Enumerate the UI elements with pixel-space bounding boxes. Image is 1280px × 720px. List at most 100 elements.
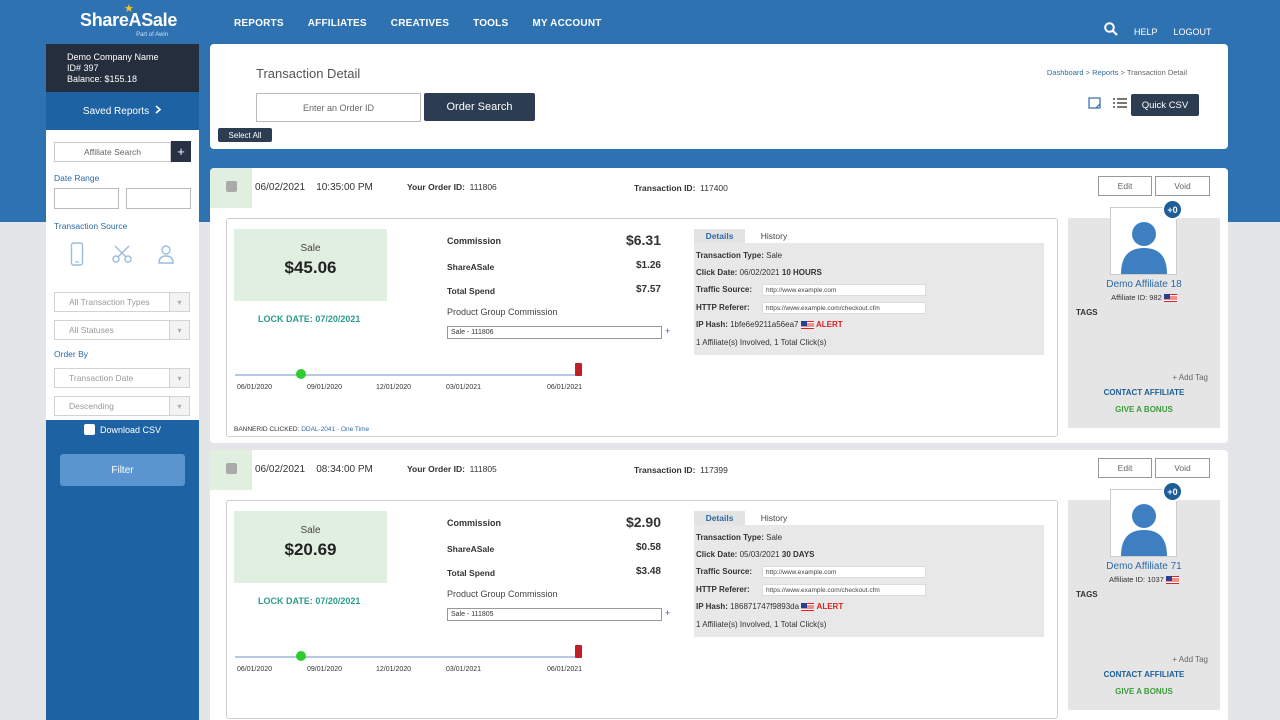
timeline-tick: 06/01/2021 — [547, 384, 583, 391]
mobile-icon[interactable] — [70, 242, 84, 271]
logout-link[interactable]: LOGOUT — [1173, 26, 1212, 37]
quick-csv-button[interactable]: Quick CSV — [1131, 94, 1199, 116]
product-group-commission-input[interactable]: Sale - 111805 — [447, 608, 662, 621]
select-all-button[interactable]: Select All — [218, 128, 272, 142]
breadcrumb-reports[interactable]: Reports — [1092, 68, 1119, 77]
timeline-tick: 09/01/2020 — [307, 666, 343, 673]
edit-button[interactable]: Edit — [1098, 458, 1152, 478]
transaction-card: 06/02/2021 10:35:00 PM Your Order ID: 11… — [210, 168, 1228, 443]
statuses-select[interactable]: All Statuses ▾ — [54, 320, 190, 340]
add-product-group-icon[interactable]: + — [665, 326, 671, 336]
transaction-id: Transaction ID: 117399 — [634, 465, 728, 475]
add-product-group-icon[interactable]: + — [665, 608, 671, 618]
search-icon[interactable] — [1104, 22, 1118, 41]
list-view-icon[interactable] — [1113, 96, 1127, 114]
affiliate-search-input[interactable]: Affiliate Search — [54, 142, 171, 162]
order-field-select[interactable]: Transaction Date ▾ — [54, 368, 190, 388]
http-referer-field[interactable]: https://www.example.com/checkout.cfm — [762, 584, 926, 596]
tab-details[interactable]: Details — [694, 511, 745, 525]
nav-affiliates[interactable]: AFFILIATES — [307, 18, 367, 29]
traffic-source-field[interactable]: http://www.example.com — [762, 566, 926, 578]
sale-amount: $20.69 — [284, 540, 337, 559]
chevron-down-icon: ▾ — [169, 369, 189, 387]
contact-affiliate-link[interactable]: CONTACT AFFILIATE — [1103, 670, 1185, 679]
http-referer-field[interactable]: https://www.example.com/checkout.cfm — [762, 302, 926, 314]
timeline-track — [235, 374, 581, 376]
click-date-row: Click Date: 05/03/2021 30 DAYS — [696, 550, 815, 559]
download-csv-toggle[interactable]: Download CSV — [84, 424, 161, 435]
http-referer-label-text: HTTP Referer: — [696, 585, 750, 594]
transaction-type-value: Sale — [766, 533, 783, 542]
traffic-source-field[interactable]: http://www.example.com — [762, 284, 926, 296]
date-to-input[interactable] — [126, 188, 191, 209]
ip-alert[interactable]: ALERT — [816, 602, 844, 611]
breadcrumb-current: Transaction Detail — [1126, 68, 1187, 77]
banner-id-link[interactable]: DDAL-2041 — [301, 426, 336, 433]
details-panel: Transaction Type: Sale Click Date: 06/02… — [694, 243, 1044, 355]
breadcrumb-separator: > — [1085, 68, 1093, 77]
transaction-time: 08:34:00 PM — [316, 464, 373, 475]
timeline-tick: 06/01/2020 — [237, 384, 273, 391]
http-referer-label: HTTP Referer: — [696, 585, 750, 594]
transaction-id-value: 117399 — [700, 465, 728, 475]
void-button[interactable]: Void — [1155, 458, 1210, 478]
click-marker[interactable] — [296, 369, 306, 379]
give-bonus-link[interactable]: GIVE A BONUS — [1115, 405, 1173, 414]
add-tag-link[interactable]: + Add Tag — [1172, 373, 1208, 382]
tab-history[interactable]: History — [760, 513, 788, 523]
tab-details[interactable]: Details — [694, 229, 745, 243]
affiliate-count-badge: +0 — [1162, 481, 1183, 502]
order-id: Your Order ID: 111806 — [407, 182, 497, 192]
order-direction-select[interactable]: Descending ▾ — [54, 396, 190, 416]
person-silhouette-icon — [1121, 222, 1167, 274]
click-date-row: Click Date: 06/02/2021 10 HOURS — [696, 268, 822, 277]
sale-summary: Sale $20.69 — [234, 511, 387, 583]
saved-reports-link[interactable]: Saved Reports — [46, 92, 199, 130]
filter-button[interactable]: Filter — [60, 454, 185, 486]
download-csv-checkbox[interactable] — [84, 424, 95, 435]
filter-panel: Affiliate Search + Date Range Transactio… — [46, 130, 199, 420]
ip-alert[interactable]: ALERT — [815, 320, 843, 329]
click-marker[interactable] — [296, 651, 306, 661]
nav-my-account[interactable]: MY ACCOUNT — [532, 18, 602, 29]
affiliate-name-link[interactable]: Demo Affiliate 71 — [1106, 561, 1182, 572]
affiliate-name-link[interactable]: Demo Affiliate 18 — [1106, 279, 1182, 290]
card-view-icon[interactable] — [1088, 96, 1101, 114]
affiliate-avatar[interactable] — [1110, 207, 1177, 275]
affiliate-id: Affiliate ID: 982 — [1068, 293, 1220, 303]
add-tag-link[interactable]: + Add Tag — [1172, 655, 1208, 664]
nav-creatives[interactable]: CREATIVES — [390, 18, 450, 29]
sale-flag-icon[interactable] — [575, 363, 582, 376]
scissors-icon[interactable] — [112, 244, 132, 269]
edit-button[interactable]: Edit — [1098, 176, 1152, 196]
person-icon[interactable] — [158, 244, 174, 269]
nav-reports[interactable]: REPORTS — [234, 18, 284, 29]
transaction-types-select[interactable]: All Transaction Types ▾ — [54, 292, 190, 312]
sale-flag-icon[interactable] — [575, 645, 582, 658]
shareasale-logo[interactable]: ★ ShareASale Part of Awin — [80, 3, 177, 38]
product-group-commission-input[interactable]: Sale - 111806 — [447, 326, 662, 339]
traffic-source-label: Traffic Source: — [696, 567, 752, 576]
transaction-checkbox[interactable] — [226, 181, 237, 192]
order-id-label: Your Order ID: — [407, 464, 465, 474]
order-search-button[interactable]: Order Search — [424, 93, 535, 121]
shareasale-fee-value: $0.58 — [635, 542, 661, 553]
transaction-checkbox[interactable] — [226, 463, 237, 474]
breadcrumb-dashboard[interactable]: Dashboard — [1046, 68, 1084, 77]
date-from-input[interactable] — [54, 188, 119, 209]
page-title: Transaction Detail — [256, 66, 361, 81]
contact-affiliate-link[interactable]: CONTACT AFFILIATE — [1103, 388, 1185, 397]
nav-tools[interactable]: TOOLS — [473, 18, 509, 29]
void-button[interactable]: Void — [1155, 176, 1210, 196]
order-id-input[interactable]: Enter an Order ID — [256, 93, 421, 122]
click-date-label: Click Date: — [696, 550, 738, 559]
help-link[interactable]: HELP — [1134, 26, 1158, 37]
statuses-value: All Statuses — [69, 325, 114, 335]
tags-label: TAGS — [1076, 308, 1098, 317]
affiliate-panel: +0 Demo Affiliate 71 Affiliate ID: 1037 … — [1068, 481, 1220, 710]
tab-history[interactable]: History — [760, 231, 788, 241]
lock-date: LOCK DATE: 07/20/2021 — [258, 314, 361, 324]
add-affiliate-button[interactable]: + — [171, 141, 191, 162]
give-bonus-link[interactable]: GIVE A BONUS — [1115, 687, 1173, 696]
timeline-track — [235, 656, 581, 658]
